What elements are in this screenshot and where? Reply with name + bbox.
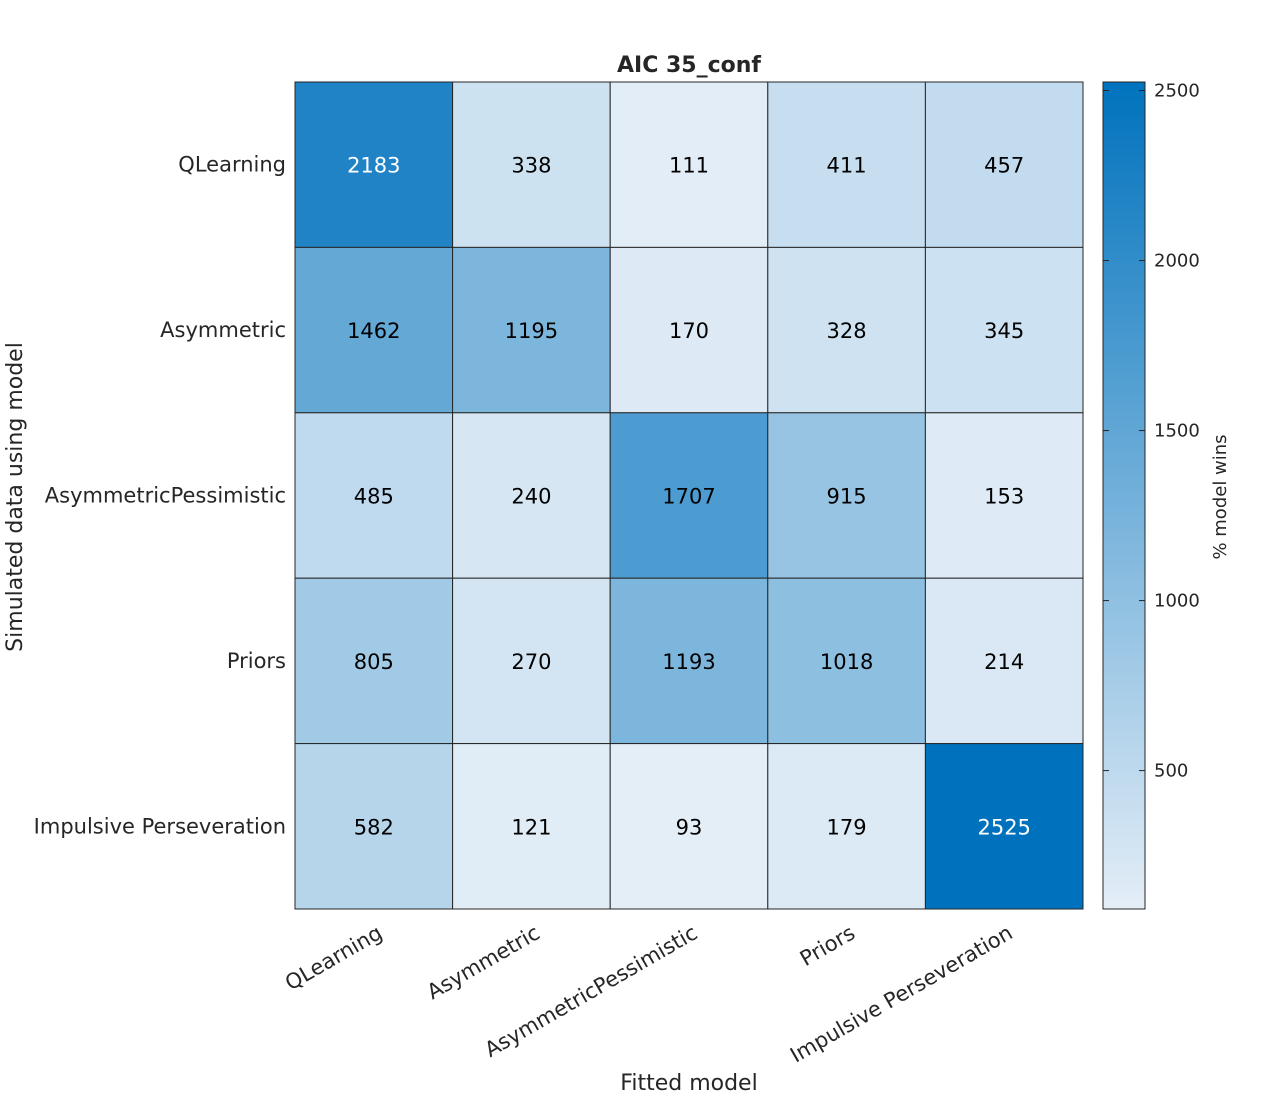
- cell-value-label: 338: [511, 154, 551, 178]
- x-tick-label: Priors: [796, 921, 859, 971]
- cell-value-label: 485: [354, 485, 394, 509]
- heatmap-cell: [924, 577, 1084, 745]
- colorbar-tick-label: 1500: [1154, 421, 1200, 442]
- y-tick-labels: QLearning Asymmetric AsymmetricPessimistic…: [34, 153, 286, 839]
- heatmap-cell: [452, 577, 611, 745]
- cell-value-label: 2525: [977, 815, 1030, 839]
- cell-value-label: 270: [511, 650, 551, 674]
- cell-value-label: 1018: [820, 650, 873, 674]
- heatmap-cell: [452, 81, 611, 248]
- cell-value-label: 93: [676, 815, 703, 839]
- cell-value-label: 179: [827, 815, 867, 839]
- heatmap-cell: [294, 743, 454, 910]
- heatmap-cell: [609, 81, 769, 248]
- heatmap-cell: [767, 577, 926, 745]
- cell-value-labels: 2183 338 111 411 457 1462 1195 170 328 345 485 240 1…: [347, 154, 1031, 840]
- heatmap-cell: [924, 412, 1084, 579]
- cell-value-label: 111: [669, 154, 709, 178]
- y-tick-label: Priors: [227, 649, 286, 673]
- colorbar-label: % model wins: [1210, 434, 1231, 559]
- heatmap-cell: [452, 412, 611, 579]
- x-tick-label: QLearning: [281, 921, 386, 996]
- cell-value-label: 240: [511, 485, 551, 509]
- cell-value-label: 805: [354, 650, 394, 674]
- heatmap-cells: [294, 81, 1084, 910]
- heatmap-cell: [294, 81, 454, 248]
- heatmap-cell: [924, 743, 1084, 910]
- cell-value-label: 214: [984, 650, 1024, 674]
- colorbar-tick-label: 2000: [1154, 251, 1200, 272]
- heatmap-cell: [609, 246, 769, 414]
- heatmap-cell: [452, 246, 611, 414]
- colorbar-tick-label: 500: [1154, 761, 1188, 782]
- chart-title: AIC 35_conf: [617, 53, 761, 78]
- y-axis-label: Simulated data using model: [3, 342, 28, 652]
- colorbar-ticks: 500 1000 1500 2000 2500: [1103, 81, 1200, 782]
- cell-value-label: 1195: [505, 319, 558, 343]
- heatmap-cell: [609, 743, 769, 910]
- heatmap-cell: [452, 743, 611, 910]
- cell-value-label: 582: [354, 815, 394, 839]
- cell-value-label: 153: [984, 485, 1024, 509]
- heatmap-cell: [767, 81, 926, 248]
- y-tick-label: Asymmetric: [160, 318, 286, 342]
- cell-value-label: 328: [827, 319, 867, 343]
- x-tick-label: Asymmetric: [423, 921, 544, 1005]
- cell-value-label: 915: [827, 485, 867, 509]
- colorbar: [1102, 81, 1146, 910]
- heatmap-cell: [924, 246, 1084, 414]
- cell-value-label: 1193: [662, 650, 715, 674]
- cell-value-label: 457: [984, 154, 1024, 178]
- colorbar-tick-label: 2500: [1154, 81, 1200, 102]
- colorbar-tick-label: 1000: [1154, 591, 1200, 612]
- cell-value-label: 121: [511, 815, 551, 839]
- heatmap-cell: [767, 412, 926, 579]
- cell-value-label: 411: [827, 154, 867, 178]
- cell-value-label: 345: [984, 319, 1024, 343]
- y-tick-label: QLearning: [178, 153, 286, 177]
- heatmap-cell: [609, 577, 769, 745]
- cell-value-label: 2183: [347, 154, 400, 178]
- x-tick-labels: QLearning AsymmetricAsymmetricPessimistic…: [281, 921, 1017, 1068]
- heatmap-cell: [294, 577, 454, 745]
- y-tick-label: AsymmetricPessimistic: [45, 484, 286, 508]
- x-axis-label: Fitted model: [620, 1071, 757, 1096]
- heatmap-cell: [924, 81, 1084, 248]
- heatmap-cell: [609, 412, 769, 579]
- heatmap-cell: [294, 246, 454, 414]
- y-tick-label: Impulsive Perseveration: [34, 814, 286, 838]
- cell-value-label: 1462: [347, 319, 400, 343]
- cell-value-label: 170: [669, 319, 709, 343]
- cell-value-label: 1707: [662, 485, 715, 509]
